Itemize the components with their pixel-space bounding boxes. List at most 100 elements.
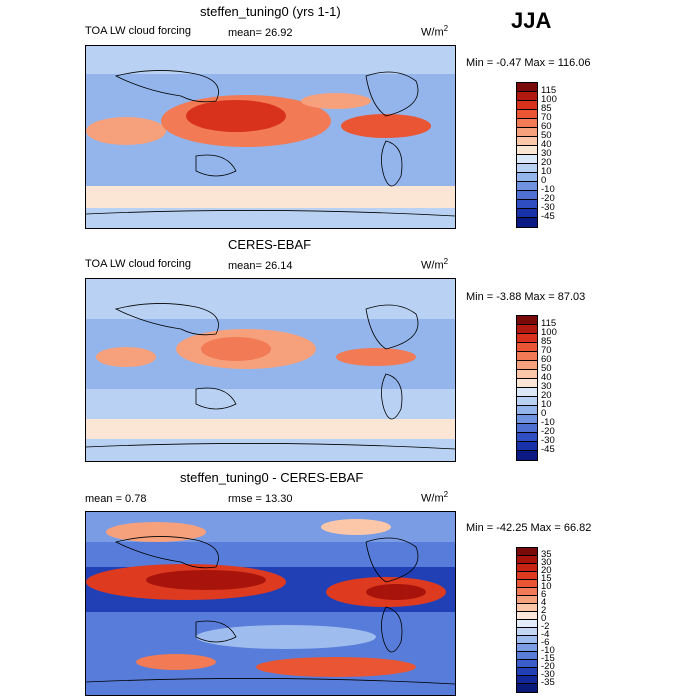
- colorbar-swatch: [517, 424, 537, 433]
- colorbar-swatch: [517, 652, 537, 660]
- colorbar-tick-label: 30: [541, 381, 552, 392]
- colorbar-swatch: [517, 119, 537, 128]
- colorbar-swatch: [517, 110, 537, 119]
- colorbar-swatch: [517, 397, 537, 406]
- colorbar-swatch: [517, 191, 537, 200]
- colorbar-swatch: [517, 612, 537, 620]
- colorbar-tick-label: 6: [541, 589, 547, 600]
- colorbar-tick-label: -10: [541, 417, 555, 428]
- colorbar-tick-label: -20: [541, 193, 555, 204]
- panel-2-variable-label: TOA LW cloud forcing: [85, 258, 191, 270]
- colorbar-tick-label: 40: [541, 372, 552, 383]
- panel-3-map: [85, 511, 456, 696]
- panel-2-units: W/m2: [421, 257, 449, 272]
- colorbar-tick-label: 40: [541, 139, 552, 150]
- colorbar-tick-label: -10: [541, 184, 555, 195]
- panel-1-variable-label: TOA LW cloud forcing: [85, 25, 191, 37]
- colorbar-tick-label: 70: [541, 112, 552, 123]
- colorbar-swatch: [517, 325, 537, 334]
- colorbar-tick-label: -15: [541, 653, 555, 664]
- colorbar-swatch: [517, 636, 537, 644]
- colorbar-tick-label: 85: [541, 336, 552, 347]
- colorbar-tick-label: 70: [541, 345, 552, 356]
- colorbar-swatch: [517, 83, 537, 92]
- colorbar-swatch: [517, 676, 537, 684]
- colorbar-tick-label: -20: [541, 426, 555, 437]
- colorbar-swatch: [517, 218, 537, 227]
- panel-1-units: W/m2: [421, 24, 449, 39]
- panel-2-title: CERES-EBAF: [228, 237, 312, 252]
- colorbar-tick-label: -30: [541, 669, 555, 680]
- panel-3-title: steffen_tuning0 - CERES-EBAF: [180, 470, 364, 485]
- colorbar-tick-label: -2: [541, 621, 550, 632]
- colorbar-tick-label: 10: [541, 581, 552, 592]
- colorbar-swatch: [517, 155, 537, 164]
- panel-2-colorbar: [516, 315, 538, 461]
- colorbar-tick-label: 35: [541, 549, 552, 560]
- colorbar-tick-label: -35: [541, 677, 555, 688]
- colorbar-tick-label: 20: [541, 157, 552, 168]
- colorbar-tick-label: 0: [541, 408, 547, 419]
- panel-1-colorbar: [516, 82, 538, 228]
- colorbar-swatch: [517, 415, 537, 424]
- colorbar-swatch: [517, 433, 537, 442]
- panel-3-units: W/m2: [421, 490, 449, 505]
- colorbar-swatch: [517, 556, 537, 564]
- panel-1-minmax: Min = -0.47 Max = 116.06: [466, 57, 591, 69]
- colorbar-swatch: [517, 182, 537, 191]
- colorbar-tick-label: 30: [541, 148, 552, 159]
- panel-3-mean: mean = 0.78: [85, 493, 147, 505]
- colorbar-swatch: [517, 209, 537, 218]
- colorbar-swatch: [517, 628, 537, 636]
- panel-3-colorbar: [516, 547, 538, 693]
- colorbar-tick-label: 4: [541, 597, 547, 608]
- colorbar-tick-label: -4: [541, 629, 550, 640]
- colorbar-swatch: [517, 128, 537, 137]
- colorbar-swatch: [517, 604, 537, 612]
- colorbar-swatch: [517, 406, 537, 415]
- colorbar-tick-label: 10: [541, 166, 552, 177]
- colorbar-tick-label: 20: [541, 390, 552, 401]
- colorbar-swatch: [517, 92, 537, 101]
- colorbar-swatch: [517, 451, 537, 460]
- season-label: JJA: [511, 8, 552, 33]
- colorbar-tick-label: -45: [541, 211, 555, 222]
- colorbar-swatch: [517, 588, 537, 596]
- colorbar-swatch: [517, 146, 537, 155]
- colorbar-tick-label: 0: [541, 613, 547, 624]
- colorbar-tick-label: 115: [541, 318, 557, 329]
- colorbar-swatch: [517, 668, 537, 676]
- colorbar-tick-label: -20: [541, 661, 555, 672]
- colorbar-tick-label: -30: [541, 435, 555, 446]
- colorbar-swatch: [517, 548, 537, 556]
- panel-2-mean: mean= 26.14: [228, 260, 293, 272]
- colorbar-swatch: [517, 361, 537, 370]
- colorbar-tick-label: -10: [541, 645, 555, 656]
- panel-1-map: [85, 45, 456, 229]
- colorbar-swatch: [517, 564, 537, 572]
- colorbar-tick-label: 50: [541, 363, 552, 374]
- colorbar-tick-label: -45: [541, 444, 555, 455]
- colorbar-swatch: [517, 620, 537, 628]
- colorbar-swatch: [517, 644, 537, 652]
- colorbar-tick-label: 2: [541, 605, 547, 616]
- panel-1-mean: mean= 26.92: [228, 27, 293, 39]
- colorbar-swatch: [517, 379, 537, 388]
- colorbar-swatch: [517, 343, 537, 352]
- panel-2-minmax: Min = -3.88 Max = 87.03: [466, 291, 586, 303]
- colorbar-swatch: [517, 370, 537, 379]
- colorbar-swatch: [517, 660, 537, 668]
- colorbar-tick-label: -30: [541, 202, 555, 213]
- colorbar-tick-label: -6: [541, 637, 550, 648]
- colorbar-swatch: [517, 352, 537, 361]
- colorbar-swatch: [517, 164, 537, 173]
- colorbar-swatch: [517, 101, 537, 110]
- colorbar-swatch: [517, 388, 537, 397]
- colorbar-swatch: [517, 442, 537, 451]
- panel-3-minmax: Min = -42.25 Max = 66.82: [466, 522, 592, 534]
- colorbar-tick-label: 20: [541, 565, 552, 576]
- colorbar-swatch: [517, 200, 537, 209]
- colorbar-tick-label: 60: [541, 121, 552, 132]
- colorbar-tick-label: 50: [541, 130, 552, 141]
- colorbar-swatch: [517, 572, 537, 580]
